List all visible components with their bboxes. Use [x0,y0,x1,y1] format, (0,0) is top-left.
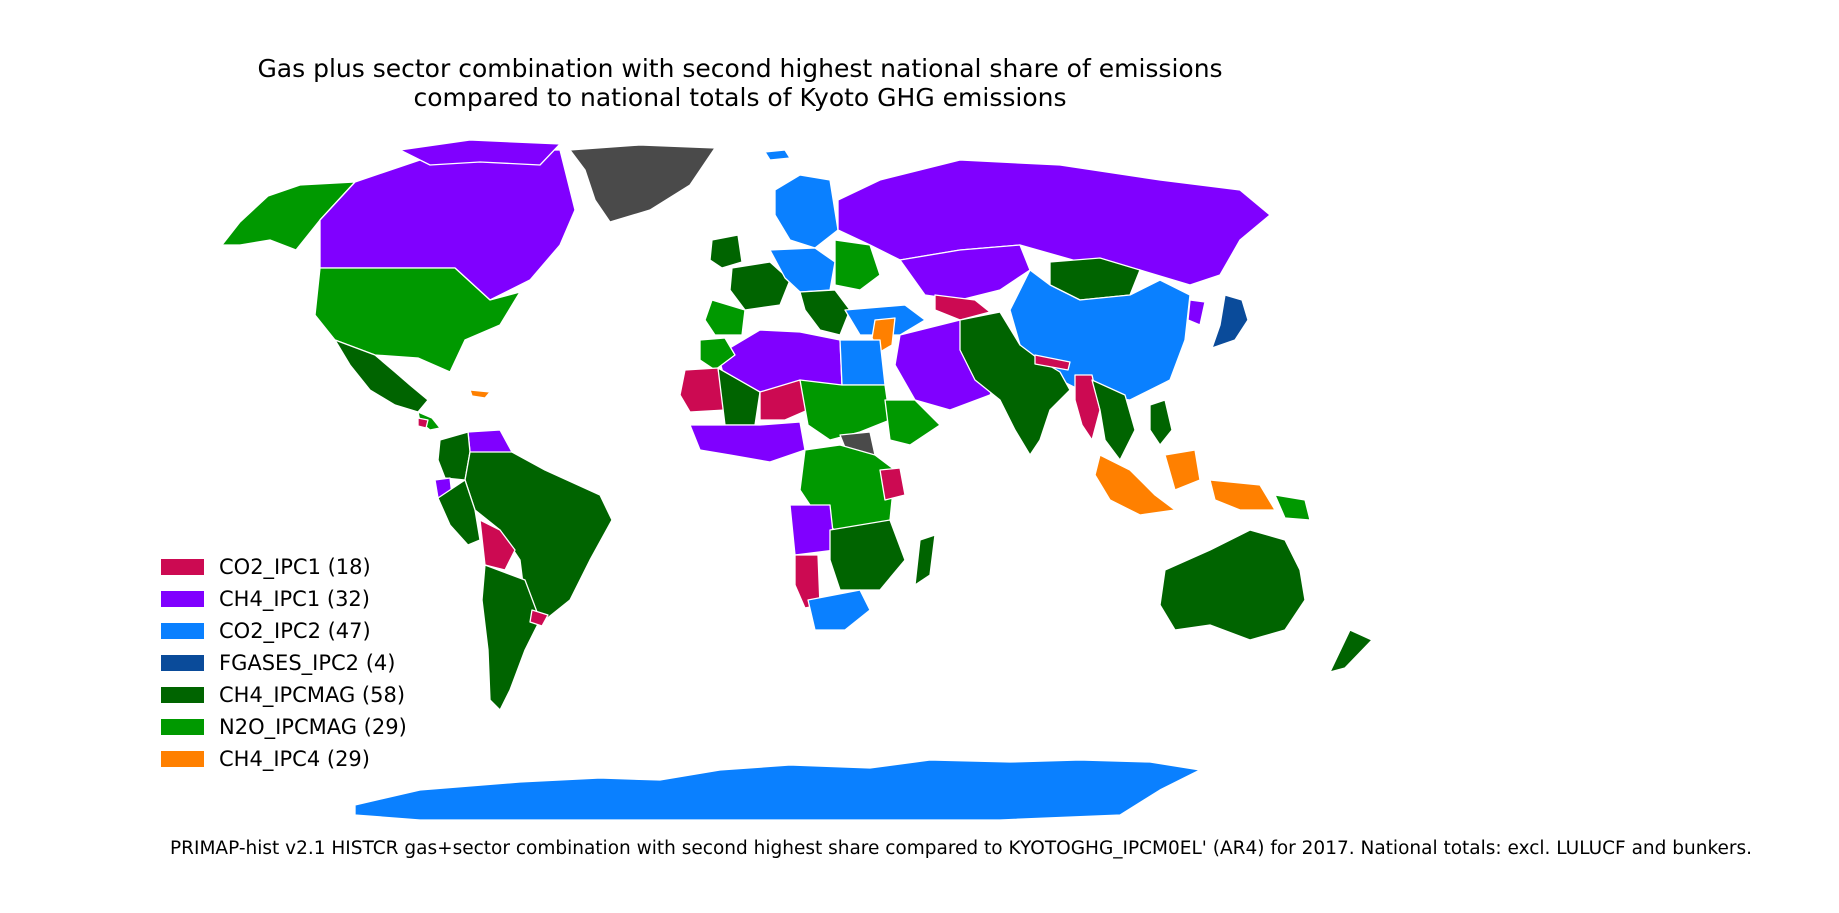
uruguay-region [529,609,549,627]
new-zealand-region [1329,629,1373,673]
colombia-region [437,431,471,481]
east-africa-region [829,519,906,591]
italy-balkans-region [799,289,851,336]
legend-label: CH4_IPC1 (32) [219,587,370,611]
borneo-region [1164,449,1201,491]
legend-label: FGASES_IPC2 (4) [219,651,396,675]
legend-label: CH4_IPC4 (29) [219,747,370,771]
legend-swatch [161,559,204,575]
japan-region [1211,294,1249,349]
caribbean-region [469,389,491,399]
myanmar-region [1074,374,1101,441]
mexico-region [334,339,429,413]
legend-label: CH4_IPCMAG (58) [219,683,406,707]
central-asia-region [934,294,991,321]
papua-region [1274,494,1311,521]
legend-item: CO2_IPC2 (47) [161,615,407,647]
greenland-region [569,144,716,223]
legend-swatch [161,655,204,671]
legend-swatch [161,687,204,703]
scandinavia-region [774,174,839,249]
southern-cone-region [481,564,541,711]
honduras-region [417,417,429,429]
indochina-region [1091,379,1136,461]
legend-item: CH4_IPC4 (29) [161,743,407,775]
western-europe-region [729,261,791,311]
legend-swatch [161,719,204,735]
horn-of-africa-region [884,399,941,446]
uk-ireland-region [709,234,743,269]
south-africa-region [807,589,871,631]
legend-item: CH4_IPCMAG (58) [161,679,407,711]
west-africa-region [689,421,806,463]
legend-item: N2O_IPCMAG (29) [161,711,407,743]
indonesia-region [1094,454,1176,516]
bolivia-region [479,519,516,571]
legend-item: CO2_IPC1 (18) [161,551,407,583]
iceland-region [764,149,791,161]
legend-label: CO2_IPC1 (18) [219,555,371,579]
korea-region [1187,299,1206,326]
legend-item: FGASES_IPC2 (4) [161,647,407,679]
australia-region [1159,529,1306,641]
niger-region [759,379,809,421]
legend-swatch [161,591,204,607]
peru-region [437,479,481,546]
russia-region [837,159,1271,286]
egypt-region [839,339,886,386]
source-footnote: PRIMAP-hist v2.1 HISTCR gas+sector combi… [170,838,1753,859]
mauritania-region [679,367,726,413]
nepal-region [1034,354,1071,371]
legend-item: CH4_IPC1 (32) [161,583,407,615]
eastern-indonesia-region [1209,479,1276,511]
eastern-europe-region [834,239,881,291]
kenya-region [879,467,906,501]
legend-swatch [161,751,204,767]
map-title: Gas plus sector combination with second … [257,54,1223,112]
iberia-region [704,299,746,336]
canada-arctic-islands [399,139,561,166]
philippines-region [1149,399,1173,446]
brazil-region [464,451,613,621]
kazakhstan-region [899,244,1031,301]
antarctica-region [354,759,1201,821]
south-asia-region [959,311,1071,456]
morocco-region [699,337,736,371]
legend-label: CO2_IPC2 (47) [219,619,371,643]
angola-region [789,504,836,556]
sahel-region [799,379,891,441]
map-legend: CO2_IPC1 (18) CH4_IPC1 (32) CO2_IPC2 (47… [161,551,407,775]
legend-swatch [161,623,204,639]
legend-label: N2O_IPCMAG (29) [219,715,407,739]
madagascar-region [914,534,936,586]
